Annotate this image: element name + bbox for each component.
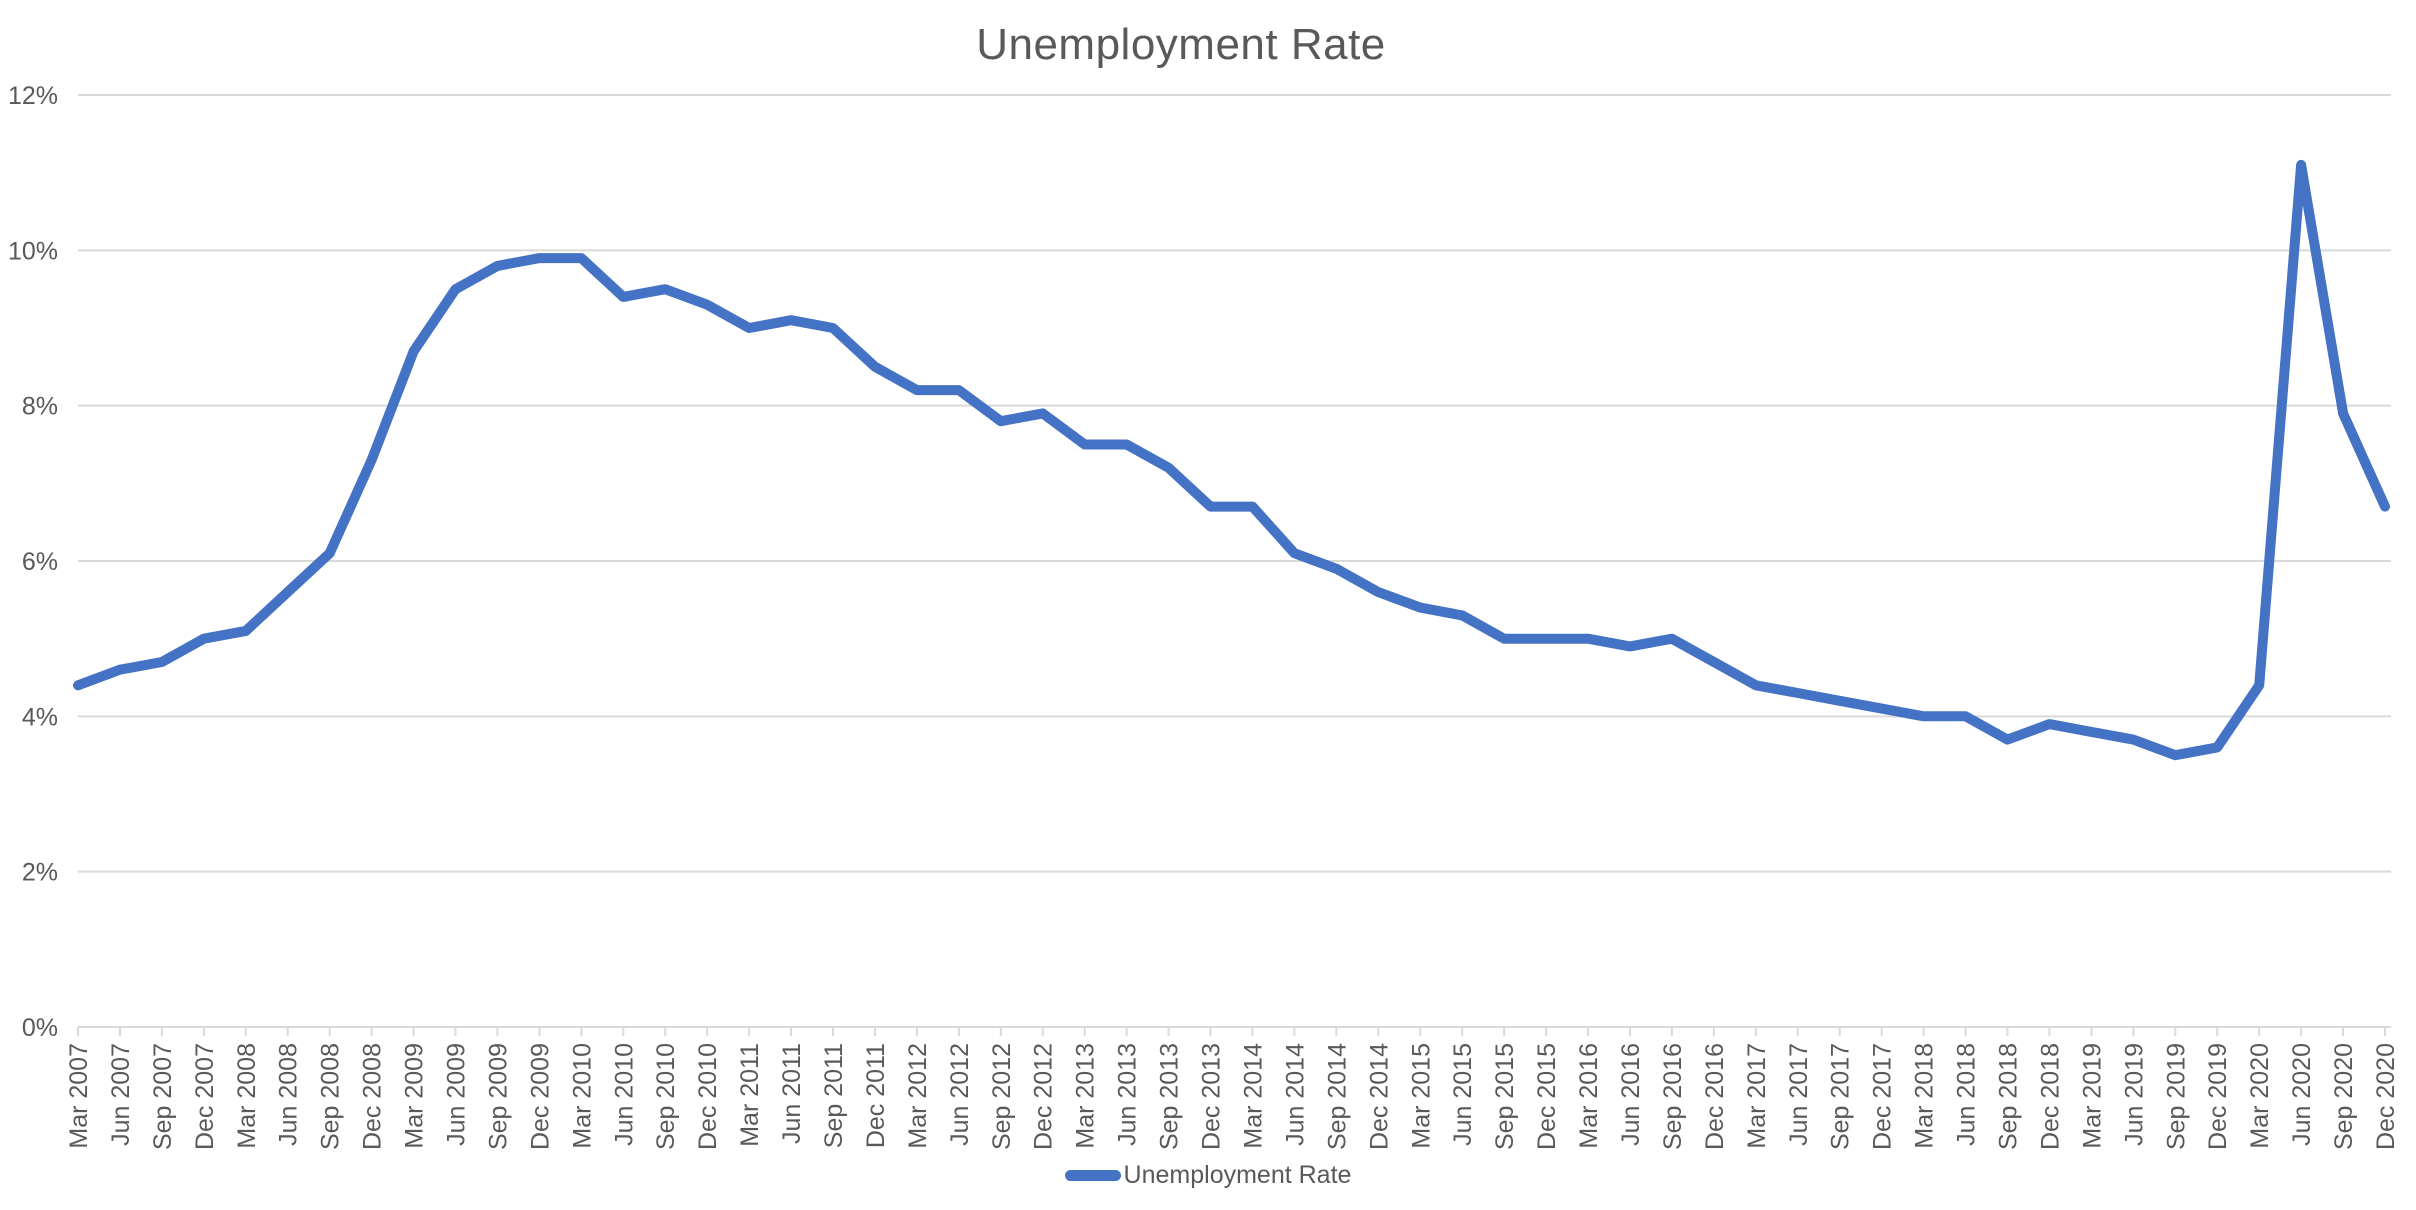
x-axis-label: Sep 2011 (820, 1043, 848, 1148)
x-axis-label: Jun 2010 (610, 1043, 638, 1146)
x-axis-label: Mar 2017 (1743, 1043, 1771, 1149)
x-axis-label: Sep 2012 (988, 1043, 1016, 1150)
x-axis-label: Sep 2014 (1323, 1043, 1351, 1150)
y-axis-label: 4% (22, 703, 58, 731)
x-axis-label: Mar 2020 (2246, 1043, 2274, 1149)
x-axis-label: Dec 2019 (2204, 1043, 2232, 1150)
x-axis-label: Dec 2013 (1198, 1043, 1226, 1150)
x-axis-label: Jun 2019 (2120, 1043, 2148, 1146)
x-axis-label: Jun 2016 (1617, 1043, 1645, 1146)
x-axis-label: Sep 2008 (317, 1043, 345, 1150)
x-axis-label: Dec 2016 (1701, 1043, 1729, 1150)
y-axis-label: 0% (22, 1014, 58, 1042)
x-axis-label: Sep 2017 (1827, 1043, 1855, 1150)
x-axis-label: Mar 2016 (1575, 1043, 1603, 1149)
x-axis-label: Sep 2013 (1156, 1043, 1184, 1150)
x-axis-label: Dec 2018 (2036, 1043, 2064, 1150)
x-axis-label: Dec 2014 (1365, 1043, 1393, 1150)
legend-label: Unemployment Rate (1123, 1160, 1352, 1189)
y-axis-label: 10% (8, 237, 58, 265)
x-axis-label: Mar 2014 (1239, 1043, 1267, 1149)
x-axis-label: Dec 2008 (359, 1043, 387, 1150)
x-axis-label: Sep 2016 (1659, 1043, 1687, 1150)
x-axis-label: Sep 2010 (652, 1043, 680, 1150)
x-axis-label: Sep 2018 (1994, 1043, 2022, 1150)
x-axis-label: Jun 2012 (946, 1043, 974, 1146)
y-axis-label: 6% (22, 548, 58, 576)
x-axis-label: Mar 2019 (2078, 1043, 2106, 1149)
x-axis-label: Mar 2015 (1407, 1043, 1435, 1149)
x-axis-label: Sep 2007 (149, 1043, 177, 1150)
legend: Unemployment Rate (0, 1160, 2416, 1190)
x-axis-label: Jun 2014 (1281, 1043, 1309, 1146)
x-axis-label: Dec 2010 (694, 1043, 722, 1150)
x-axis-label: Jun 2007 (107, 1043, 135, 1146)
x-axis-label: Sep 2019 (2162, 1043, 2190, 1150)
x-axis-label: Sep 2020 (2330, 1043, 2358, 1150)
x-axis-label: Dec 2009 (526, 1043, 554, 1150)
x-axis-label: Mar 2011 (736, 1043, 764, 1147)
x-axis-label: Jun 2020 (2288, 1043, 2316, 1146)
y-axis-label: 12% (8, 82, 58, 110)
x-axis-label: Mar 2007 (65, 1043, 93, 1149)
x-axis-label: Mar 2013 (1072, 1043, 1100, 1149)
y-axis-label: 2% (22, 859, 58, 887)
legend-marker-line (1064, 1169, 1121, 1181)
x-axis-label: Mar 2008 (233, 1043, 261, 1149)
x-axis-label: Sep 2015 (1491, 1043, 1519, 1150)
x-axis-label: Jun 2008 (275, 1043, 303, 1146)
x-axis-label: Dec 2007 (191, 1043, 219, 1150)
x-axis-label: Dec 2017 (1869, 1043, 1897, 1150)
x-axis-label: Jun 2018 (1953, 1043, 1981, 1146)
y-axis-label: 8% (22, 393, 58, 421)
x-axis-label: Dec 2015 (1533, 1043, 1561, 1150)
x-axis-label: Jun 2011 (778, 1043, 806, 1144)
x-axis-label: Jun 2017 (1785, 1043, 1813, 1146)
x-axis-label: Dec 2011 (862, 1043, 890, 1148)
chart-title: Unemployment Rate (976, 20, 1386, 69)
x-axis-label: Jun 2015 (1449, 1043, 1477, 1146)
x-axis-label: Sep 2009 (484, 1043, 512, 1150)
x-axis-label: Dec 2020 (2372, 1043, 2400, 1150)
x-axis-label: Mar 2009 (401, 1043, 429, 1149)
x-axis-label: Mar 2018 (1911, 1043, 1939, 1149)
x-axis-label: Jun 2009 (443, 1043, 471, 1146)
x-axis-label: Mar 2010 (568, 1043, 596, 1149)
x-axis-label: Dec 2012 (1030, 1043, 1058, 1150)
data-line-unemployment-rate (73, 159, 2390, 761)
x-axis-label: Jun 2013 (1114, 1043, 1142, 1146)
x-axis-label: Mar 2012 (904, 1043, 932, 1149)
